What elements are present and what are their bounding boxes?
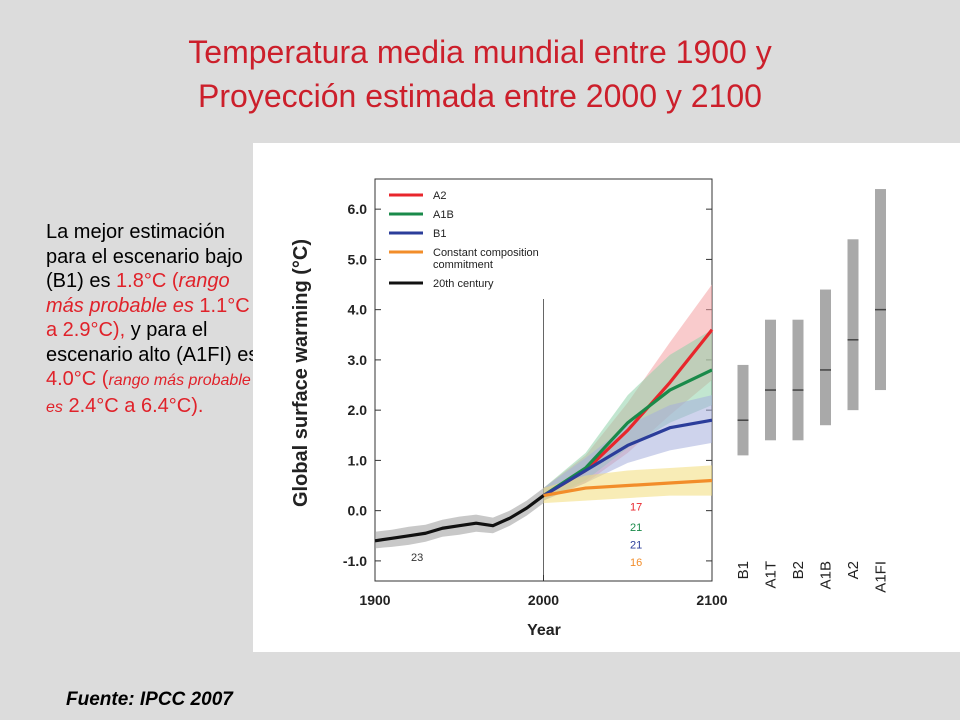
desc-part-2: y para el escenario alto (A1FI) es <box>46 319 259 366</box>
scenario-label: A1B <box>818 561 835 589</box>
legend-label: B1 <box>433 228 446 240</box>
plot-area: -1.0 0.0 1.0 2.0 3.0 4.0 5.0 6.0 1900 2000 2100 A2 A… <box>343 178 890 608</box>
desc-paren-open: ( <box>166 270 179 292</box>
model-count-label: 16 <box>630 557 642 569</box>
legend-label: 20th century <box>433 278 494 290</box>
series-line <box>374 494 545 543</box>
scenario-range-bar <box>847 239 859 411</box>
series-line <box>542 418 713 497</box>
y-tick-label: 4.0 <box>348 302 368 318</box>
desc-a1fi-range: 2.4°C a 6.4°C). <box>62 394 204 417</box>
x-tick-label: 2000 <box>528 592 559 608</box>
slide-title: Temperatura media mundial entre 1900 y P… <box>0 30 960 118</box>
legend-label: Constant composition <box>433 247 539 259</box>
scenario-label: A1T <box>763 561 780 589</box>
x-tick-label: 2100 <box>696 592 727 608</box>
model-count-label: 23 <box>411 552 423 564</box>
source-citation: Fuente: IPCC 2007 <box>66 689 233 710</box>
desc-part-1: La mejor estimación para el escenario ba… <box>46 221 243 292</box>
scenario-range-bar <box>737 364 749 456</box>
desc-likely-range-label-2: rango más probable es <box>46 372 251 416</box>
scenario-label: B1 <box>735 561 752 579</box>
y-tick-label: 1.0 <box>348 452 368 468</box>
scenario-label: B2 <box>790 561 807 579</box>
series-line <box>543 478 713 498</box>
warming-chart: -1.0 0.0 1.0 2.0 3.0 4.0 5.0 6.0 1900 2000 2100 A2 A… <box>290 178 890 639</box>
desc-b1-range: 1.1°C a 2.9°C), <box>46 294 250 342</box>
model-count-label: 21 <box>630 539 642 551</box>
legend-label: A2 <box>433 190 446 202</box>
y-tick-label: 2.0 <box>348 402 368 418</box>
y-axis-label: Global surface warming (°C) <box>290 239 312 507</box>
uncertainty-band <box>375 488 544 549</box>
title-line-2: Proyección estimada entre 2000 y 2100 <box>198 78 762 114</box>
x-axis-label: Year <box>527 622 561 639</box>
y-tick-label: 6.0 <box>348 201 368 217</box>
y-tick-label: -1.0 <box>343 553 367 569</box>
desc-a1fi-estimate: 4.0°C ( <box>46 368 109 390</box>
scenario-range-bar <box>765 319 776 441</box>
model-count-label: 21 <box>630 522 642 534</box>
desc-b1-estimate: 1.8°C <box>116 270 167 292</box>
y-tick-label: 5.0 <box>348 251 368 267</box>
scenario-label: A2 <box>845 561 862 579</box>
description-text: La mejor estimación para el escenario ba… <box>46 220 261 420</box>
legend-label: commitment <box>433 259 493 271</box>
title-line-1: Temperatura media mundial entre 1900 y <box>188 34 772 70</box>
model-count-label: 17 <box>630 502 642 514</box>
scenario-range-bar <box>792 319 804 441</box>
y-tick-label: 0.0 <box>348 503 368 519</box>
x-tick-label: 1900 <box>359 592 390 608</box>
legend-label: A1B <box>433 209 454 221</box>
y-tick-label: 3.0 <box>348 352 368 368</box>
scenario-range-bar <box>820 289 831 426</box>
scenario-label: A1FI <box>873 561 890 593</box>
desc-likely-range-label-1: rango más probable es <box>46 270 230 317</box>
scenario-range-bar <box>875 189 886 391</box>
chart-panel: -1.0 0.0 1.0 2.0 3.0 4.0 5.0 6.0 1900 2000 2100 A2 A… <box>253 143 960 652</box>
uncertainty-band <box>543 395 712 501</box>
